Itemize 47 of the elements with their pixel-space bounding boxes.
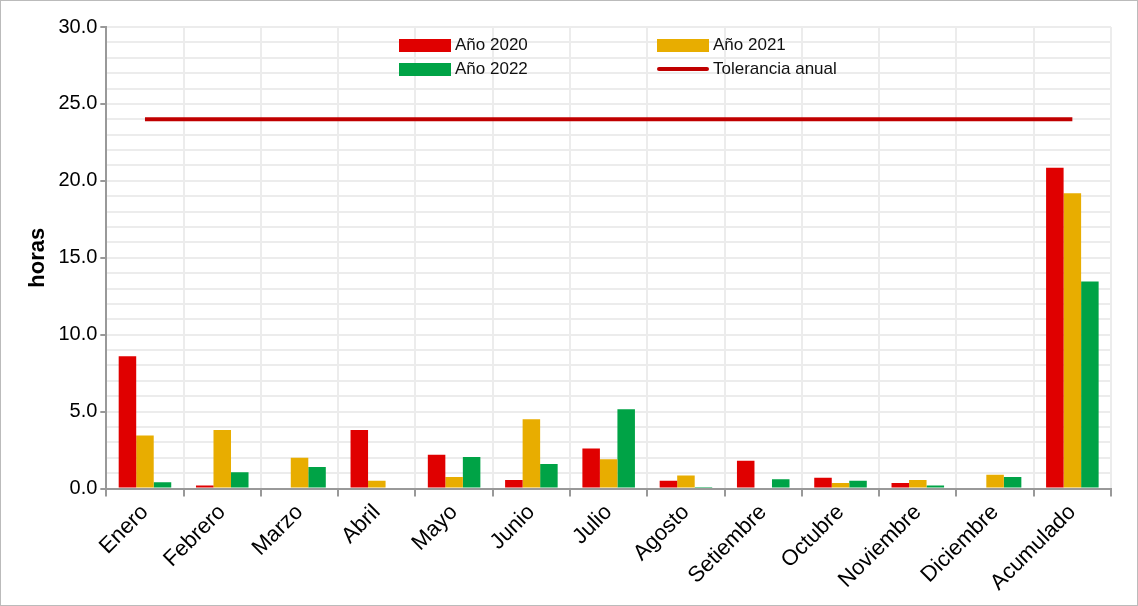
bar bbox=[153, 482, 172, 488]
bar bbox=[213, 430, 232, 488]
bar bbox=[195, 485, 214, 488]
bar bbox=[986, 474, 1004, 488]
y-tick-label: 0.0 bbox=[69, 476, 98, 499]
y-tick-label: 15.0 bbox=[58, 245, 98, 268]
bar bbox=[231, 472, 249, 488]
bar bbox=[368, 480, 386, 488]
y-tick-label: 25.0 bbox=[58, 91, 98, 114]
legend-label: Año 2020 bbox=[455, 35, 528, 55]
bar bbox=[659, 480, 678, 488]
bar bbox=[582, 448, 600, 488]
bar bbox=[599, 459, 618, 488]
bar bbox=[771, 479, 790, 488]
bar bbox=[1003, 476, 1022, 488]
bar bbox=[849, 480, 867, 488]
bar bbox=[677, 475, 695, 488]
bar bbox=[1046, 167, 1064, 488]
y-tick-label: 5.0 bbox=[69, 399, 98, 422]
bar bbox=[891, 483, 910, 488]
bar bbox=[617, 409, 635, 488]
bar bbox=[522, 419, 541, 488]
bar bbox=[1063, 193, 1082, 488]
y-tick-label: 20.0 bbox=[58, 168, 98, 191]
bar bbox=[1081, 281, 1099, 488]
bar bbox=[350, 430, 369, 488]
bar bbox=[462, 456, 481, 488]
bar bbox=[540, 463, 558, 488]
bar bbox=[926, 485, 945, 488]
y-axis-title: horas bbox=[24, 227, 50, 288]
y-tick-label: 30.0 bbox=[58, 14, 98, 37]
bar bbox=[505, 480, 523, 488]
bar bbox=[308, 466, 326, 488]
bar bbox=[290, 457, 309, 488]
x-tick-label: Julio bbox=[566, 498, 617, 549]
legend-label: Año 2021 bbox=[713, 35, 786, 55]
bar bbox=[118, 356, 137, 488]
legend-label: Tolerancia anual bbox=[713, 59, 837, 79]
bar bbox=[909, 480, 927, 488]
bar bbox=[814, 477, 832, 488]
bar bbox=[445, 476, 463, 488]
bar bbox=[427, 454, 446, 488]
bar bbox=[136, 435, 154, 488]
legend-label: Año 2022 bbox=[455, 59, 528, 79]
y-tick-label: 10.0 bbox=[58, 322, 98, 345]
bar bbox=[831, 483, 850, 488]
bar bbox=[736, 460, 755, 488]
